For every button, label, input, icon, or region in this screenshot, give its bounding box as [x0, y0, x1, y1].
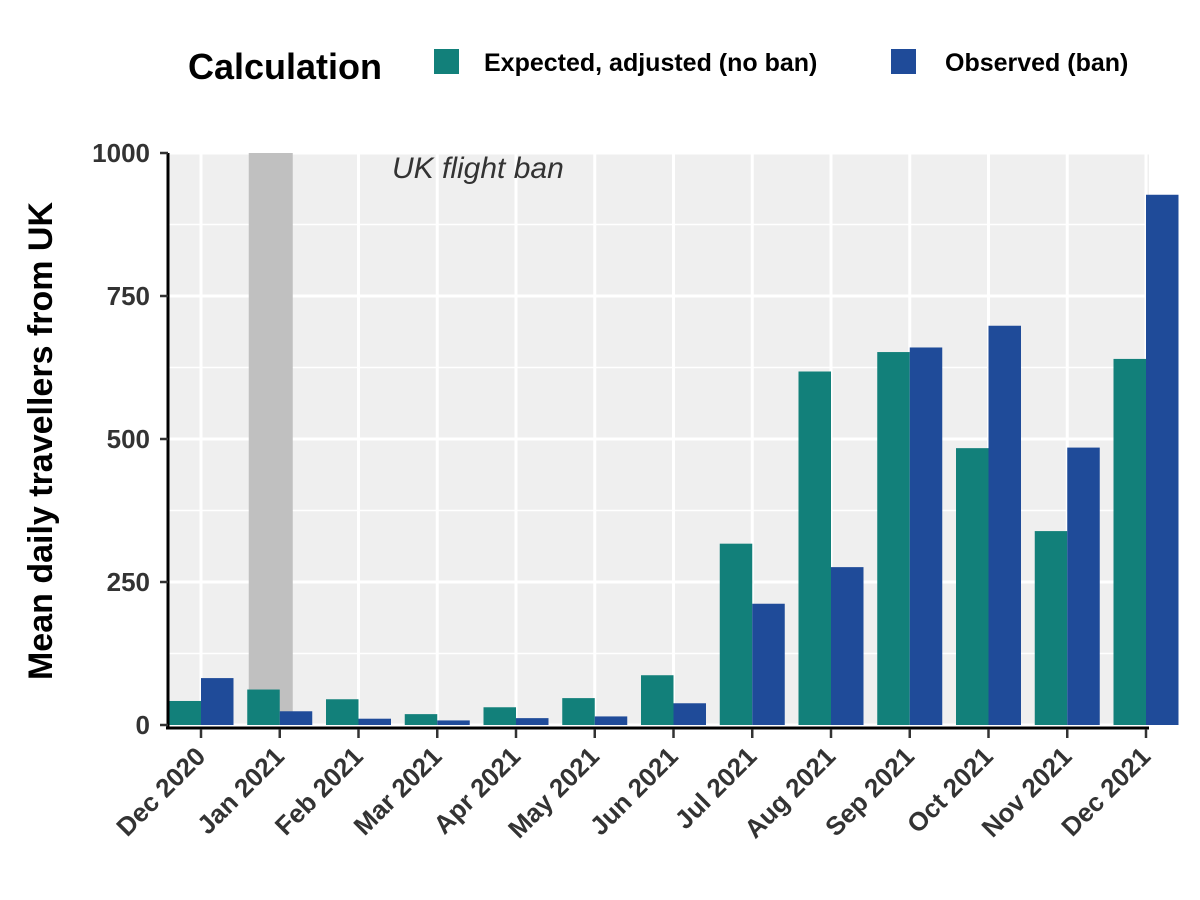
- x-tick-label: Dec 2020: [110, 741, 211, 842]
- flight-ban-annotation: UK flight ban: [392, 152, 564, 185]
- legend-label-expected: Expected, adjusted (no ban): [484, 49, 817, 77]
- bar-expected-9: [877, 352, 910, 725]
- bar-observed-8: [831, 567, 864, 725]
- bar-observed-3: [437, 720, 470, 725]
- x-tick-label: Mar 2021: [348, 741, 448, 841]
- legend: Calculation Expected, adjusted (no ban) …: [188, 46, 1128, 87]
- bar-expected-5: [562, 698, 595, 725]
- bar-observed-4: [516, 718, 549, 725]
- legend-swatch-expected: [434, 49, 459, 74]
- bar-observed-0: [201, 678, 234, 725]
- bar-observed-7: [752, 603, 785, 725]
- y-tick-label: 1000: [92, 138, 150, 168]
- y-tick-label: 750: [107, 281, 150, 311]
- legend-swatch-observed: [891, 49, 916, 74]
- y-tick-label: 500: [107, 424, 150, 454]
- bar-observed-9: [909, 347, 943, 725]
- bar-expected-8: [798, 371, 831, 725]
- legend-title: Calculation: [188, 46, 382, 87]
- bar-observed-10: [988, 325, 1021, 725]
- bar-observed-5: [594, 716, 628, 725]
- bar-observed-1: [279, 711, 313, 725]
- bar-expected-0: [168, 700, 201, 725]
- bar-expected-1: [247, 689, 280, 725]
- bar-observed-2: [358, 718, 391, 725]
- bar-observed-11: [1067, 447, 1100, 725]
- y-tick-label: 0: [136, 710, 150, 740]
- bar-observed-6: [673, 703, 706, 725]
- bar-expected-3: [404, 714, 438, 725]
- bars: [168, 194, 1179, 726]
- bar-expected-11: [1034, 531, 1068, 725]
- bar-expected-2: [326, 699, 359, 725]
- y-axis-ticks: 0 250 500 750 1000: [92, 138, 168, 740]
- y-axis-label: Mean daily travellers from UK: [22, 202, 60, 681]
- y-tick-label: 250: [107, 567, 150, 597]
- bar-expected-4: [483, 707, 516, 725]
- flight-ban-band: [248, 153, 293, 725]
- legend-label-observed: Observed (ban): [945, 49, 1128, 77]
- bar-expected-12: [1113, 358, 1146, 725]
- x-tick-label: Jun 2021: [584, 741, 684, 841]
- bar-expected-6: [641, 675, 674, 725]
- bar-expected-7: [719, 543, 753, 725]
- flight-ban-shading: [248, 153, 293, 725]
- bar-expected-10: [956, 448, 989, 725]
- bar-observed-12: [1146, 194, 1179, 726]
